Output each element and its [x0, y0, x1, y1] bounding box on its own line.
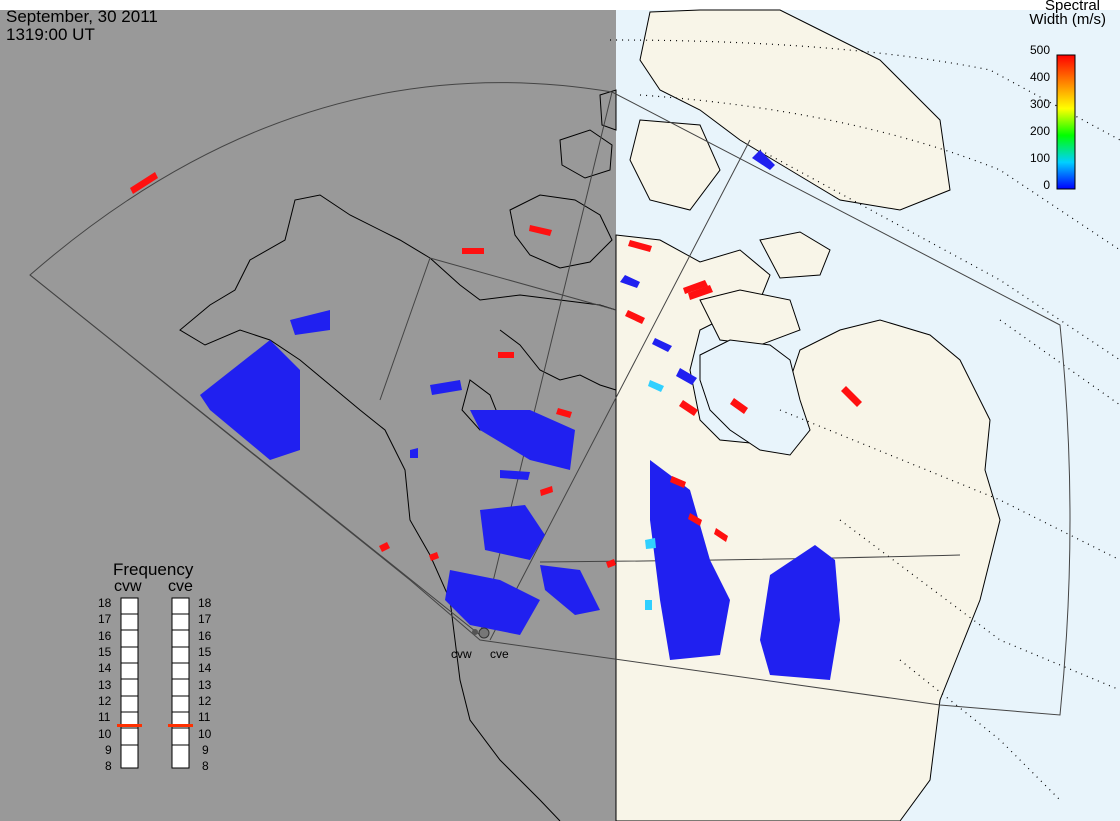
graticule — [609, 39, 1120, 801]
frequency-tick-right: 9 — [202, 743, 209, 757]
frequency-tick-right: 13 — [198, 678, 212, 692]
echo-red — [130, 172, 862, 568]
frequency-tick-left: 13 — [98, 678, 112, 692]
frequency-tick-left: 10 — [98, 727, 112, 741]
colorbar-tick: 0 — [1043, 178, 1050, 192]
frequency-tick-right: 12 — [198, 694, 212, 708]
echo-blue — [200, 150, 840, 680]
colorbar-tick: 100 — [1029, 151, 1050, 165]
frequency-tick-right: 16 — [198, 629, 212, 643]
frequency-tick-left: 17 — [98, 612, 112, 626]
frequency-tick-left: 18 — [98, 596, 112, 610]
site-label-cvw: cvw — [451, 647, 472, 661]
time-label: 1319:00 UT — [6, 25, 95, 44]
echo-cyan — [645, 380, 664, 610]
site-label-cve: cve — [490, 647, 509, 661]
date-label: September, 30 2011 — [6, 7, 158, 26]
frequency-tick-right: 18 — [198, 596, 212, 610]
frequency-tick-right: 17 — [198, 612, 212, 626]
frequency-tick-left: 16 — [98, 629, 112, 643]
night-coastlines — [179, 89, 617, 821]
frequency-tick-left: 12 — [98, 694, 112, 708]
colorbar-title: Spectral — [1044, 0, 1100, 14]
hudson-bay — [699, 339, 811, 456]
colorbar-tick: 300 — [1029, 97, 1050, 111]
frequency-tick-left: 11 — [98, 710, 111, 724]
radar-site-cvw — [472, 629, 478, 635]
frequency-tick-right: 14 — [198, 661, 212, 675]
frequency-tick-left: 14 — [98, 661, 112, 675]
day-land — [615, 9, 1001, 821]
frequency-tick-right: 15 — [198, 645, 212, 659]
frequency-bar-grid — [121, 613, 189, 746]
frequency-marker-cvw — [117, 724, 142, 727]
radar-site-cve — [478, 627, 490, 639]
frequency-tick-right: 11 — [198, 710, 211, 724]
frequency-tick-left: 8 — [105, 759, 112, 773]
frequency-radar-label-cvw: cvw — [114, 578, 142, 595]
fov-outlines — [29, 82, 1071, 716]
colorbar-tick: 200 — [1029, 124, 1050, 138]
frequency-radar-label-cve: cve — [168, 578, 193, 595]
frequency-marker-cve — [168, 724, 193, 727]
frequency-tick-right: 10 — [198, 727, 212, 741]
frequency-tick-left: 15 — [98, 645, 112, 659]
colorbar-tick: 400 — [1029, 70, 1050, 84]
colorbar-tick: 500 — [1029, 43, 1050, 57]
frequency-tick-left: 9 — [105, 743, 112, 757]
frequency-title: Frequency — [113, 560, 194, 579]
colorbar — [1056, 54, 1076, 190]
colorbar-unit: Width (m/s) — [1029, 11, 1106, 28]
frequency-tick-right: 8 — [202, 759, 209, 773]
